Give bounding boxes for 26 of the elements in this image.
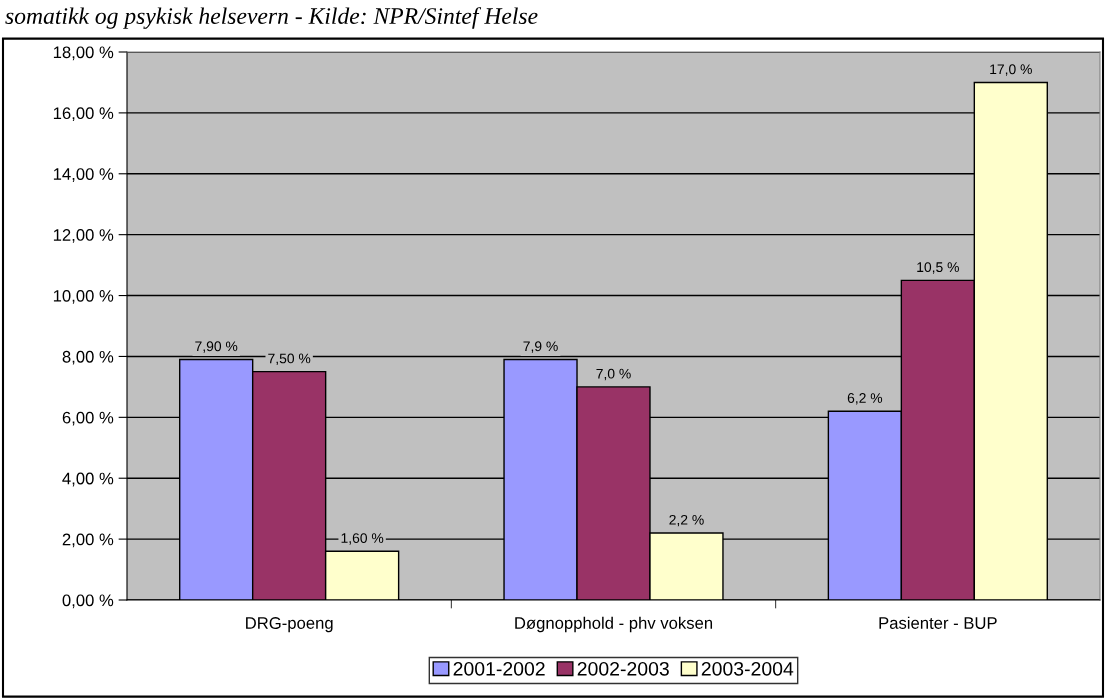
legend-label: 2003-2004	[701, 661, 794, 676]
data-label: 10,5 %	[917, 262, 959, 274]
data-label: 6,2 %	[847, 393, 883, 405]
legend-label: 2002-2003	[577, 661, 669, 676]
y-tick-label: 14,00 %	[53, 168, 114, 182]
x-tick-label: Pasienter - BUP	[879, 616, 997, 629]
data-label: 7,50 %	[268, 353, 311, 366]
x-tick-label: DRG-poeng	[246, 617, 333, 633]
y-tick-label: 16,00 %	[53, 107, 114, 122]
data-label: 17,0 %	[990, 64, 1032, 76]
data-label: 7,0 %	[596, 368, 631, 381]
y-tick-label: 8,00 %	[62, 350, 114, 365]
data-label: 2,2 %	[669, 514, 704, 527]
y-tick-label: 4,00 %	[62, 472, 114, 487]
chart-title: somatikk og psykisk helsevern - Kilde: NPR/Sintef Helse	[5, 7, 538, 29]
y-tick-label: 18,00 %	[53, 46, 114, 61]
y-tick-label: 12,00 %	[53, 229, 114, 243]
x-tick-label: Døgnopphold - phv voksen	[515, 616, 713, 633]
y-tick-label: 10,00 %	[53, 289, 114, 304]
legend-label: 2001-2002	[453, 661, 545, 676]
data-label: 1,60 %	[341, 533, 384, 545]
y-tick-label: 2,00 %	[62, 533, 114, 548]
y-tick-label: 6,00 %	[62, 411, 114, 426]
data-label: 7,9 %	[523, 341, 558, 353]
y-tick-label: 0,00 %	[62, 594, 114, 609]
data-label: 7,90 %	[195, 341, 238, 353]
